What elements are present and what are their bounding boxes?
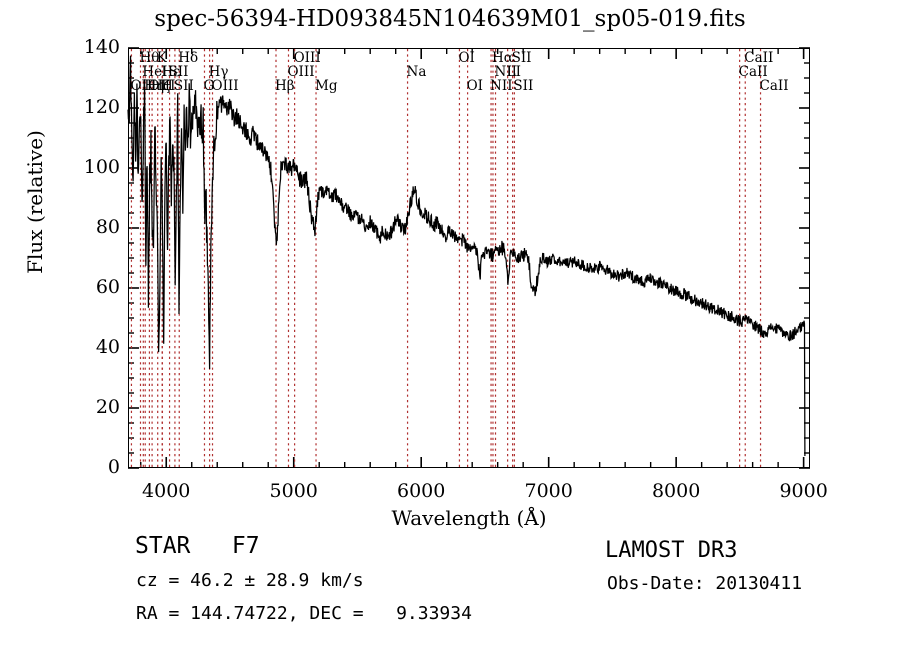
spectral-line-label: LI (506, 64, 521, 80)
spectral-line-label: K (156, 50, 167, 66)
spectral-line-label: SII (168, 64, 189, 80)
spectral-line-label: Hα (491, 50, 513, 66)
spectral-line-label: SII (173, 78, 194, 94)
spectral-line-label: G (203, 78, 215, 94)
spectral-line-label: Hβ (275, 78, 295, 94)
object-class: STAR F7 (135, 533, 260, 559)
y-tick-label: 120 (83, 96, 120, 118)
x-tick-label: 4000 (142, 480, 191, 502)
y-tick-label: 20 (95, 396, 120, 418)
spectral-line-label: SII (511, 50, 532, 66)
spectral-line-label: OII (130, 78, 153, 94)
y-tick-label: 140 (83, 36, 120, 58)
spectral-line-label: CaII (744, 50, 774, 66)
spectral-line-label: Hγ (208, 64, 229, 80)
observation-date: Obs-Date: 20130411 (607, 573, 803, 594)
page-title: spec-56394-HD093845N104639M01_sp05-019.f… (154, 6, 746, 32)
spectral-line-label: OI (458, 50, 475, 66)
y-tick-label: 60 (95, 276, 120, 298)
spectral-line-label: OIII (287, 64, 315, 80)
spectral-line-label: OIII (211, 78, 239, 94)
y-axis-label: Flux (relative) (23, 130, 47, 274)
redshift-value: cz = 46.2 ± 28.9 km/s (136, 570, 364, 591)
x-tick-label: 8000 (651, 480, 701, 502)
spectral-line-label: SII (513, 78, 534, 94)
y-tick-label: 40 (95, 336, 120, 358)
spectral-line-label: OIII (293, 50, 321, 66)
spectral-line-label: Hε (161, 64, 181, 80)
spectral-line-label: Mg (315, 78, 338, 94)
survey-name: LAMOST DR3 (605, 538, 738, 563)
spectral-line-label: Hδ (178, 50, 199, 66)
axis-ticks (128, 47, 810, 469)
spectral-line-label: H (161, 78, 173, 94)
spectral-line-label: HeI (142, 64, 168, 80)
x-tick-label: 6000 (397, 480, 446, 502)
spectrum-trace (127, 55, 806, 457)
spectral-line-label: Hζ (151, 78, 171, 94)
spectral-line-label: OI (466, 78, 483, 94)
spectral-line-label: NII (494, 64, 517, 80)
emission-line-markers (130, 49, 762, 467)
x-axis-label: Wavelength (Å) (391, 506, 547, 530)
spectral-line-label: Na (406, 64, 427, 80)
x-tick-label: 7000 (524, 480, 573, 502)
y-tick-label: 0 (107, 456, 120, 478)
spectral-line-label: Hη (144, 78, 165, 94)
x-tick-label: 9000 (779, 480, 828, 502)
spectral-line-label: Hθ (139, 50, 160, 66)
spectral-line-label: CaII (759, 78, 789, 94)
spectral-line-label: CaII (738, 64, 768, 80)
y-tick-label: 80 (95, 216, 120, 238)
x-tick-label: 5000 (269, 480, 318, 502)
y-tick-label: 100 (83, 156, 120, 178)
coordinates: RA = 144.74722, DEC = 9.33934 (136, 603, 472, 624)
spectral-line-label: OIII (148, 78, 176, 94)
spectral-line-label: NII (490, 78, 513, 94)
